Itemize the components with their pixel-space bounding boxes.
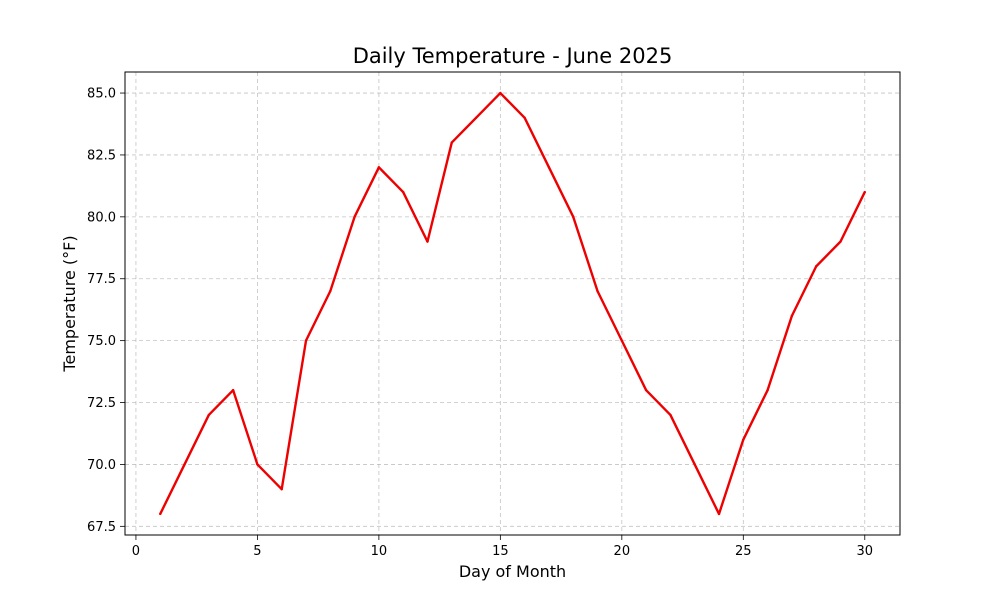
- x-tick-label: 10: [371, 544, 388, 559]
- grid: [125, 72, 900, 535]
- x-tick-label: 30: [856, 544, 873, 559]
- y-tick-label: 80.0: [87, 210, 116, 225]
- data-point: [644, 388, 648, 392]
- data-point: [669, 413, 672, 417]
- axis-ticks: [120, 92, 866, 540]
- data-point: [401, 190, 405, 194]
- x-axis-title: Day of Month: [459, 562, 566, 581]
- data-point: [596, 289, 599, 293]
- data-point: [790, 314, 794, 318]
- chart-title: Daily Temperature - June 2025: [353, 44, 673, 68]
- data-point: [450, 141, 453, 144]
- series-layer: [159, 91, 866, 516]
- data-point: [547, 166, 551, 169]
- data-point: [159, 512, 162, 516]
- data-point: [426, 240, 429, 243]
- data-point: [742, 438, 745, 441]
- data-point: [353, 215, 356, 219]
- data-point: [572, 215, 575, 219]
- tick-labels: 0 5 10 15 20 25 30 67.5 70.0 72.5 75.0 77.5 80.0 82.5…: [87, 87, 873, 559]
- data-point: [256, 463, 259, 466]
- y-tick-label: 82.5: [87, 148, 116, 163]
- data-point: [280, 487, 283, 491]
- data-point: [329, 289, 332, 293]
- data-point: [523, 116, 526, 120]
- data-point: [863, 190, 866, 194]
- data-point: [766, 388, 769, 392]
- data-point: [183, 463, 186, 466]
- temperature-series-line: [159, 91, 866, 516]
- x-tick-label: 25: [735, 544, 752, 559]
- data-point: [304, 339, 308, 342]
- y-tick-label: 85.0: [87, 87, 116, 102]
- data-point: [839, 240, 842, 243]
- data-point: [717, 512, 721, 516]
- y-tick-label: 72.5: [87, 396, 116, 411]
- data-point: [620, 339, 624, 342]
- x-tick-label: 20: [614, 544, 631, 559]
- data-point: [499, 91, 502, 95]
- data-point: [207, 413, 211, 417]
- x-tick-label: 15: [492, 544, 509, 559]
- data-point: [693, 463, 696, 466]
- data-point: [474, 116, 478, 120]
- y-tick-label: 77.5: [87, 272, 116, 287]
- y-tick-label: 70.0: [87, 458, 116, 473]
- y-tick-label: 75.0: [87, 334, 116, 349]
- data-point: [814, 265, 818, 268]
- x-tick-label: 5: [253, 544, 261, 559]
- x-tick-label: 0: [132, 544, 140, 559]
- y-tick-label: 67.5: [87, 520, 116, 535]
- y-axis-title: Temperature (°F): [60, 235, 79, 372]
- plot-frame: [124, 71, 901, 536]
- data-point: [231, 388, 235, 392]
- data-point: [377, 166, 381, 169]
